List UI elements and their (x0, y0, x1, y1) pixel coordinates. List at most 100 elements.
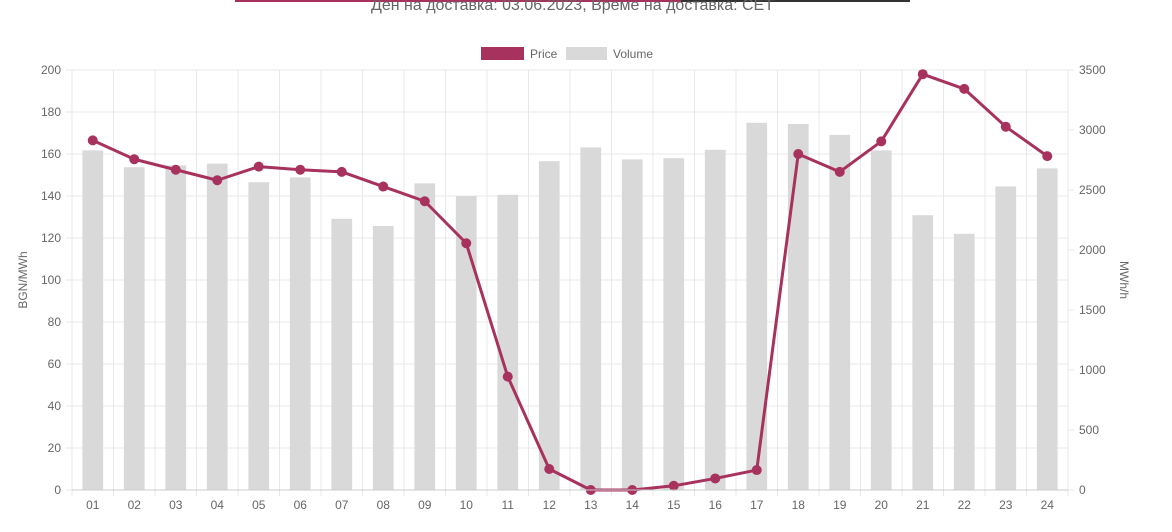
volume-bar (538, 161, 560, 490)
y-left-tick-label: 20 (48, 441, 62, 455)
price-point (295, 164, 306, 175)
volume-bar (621, 159, 643, 490)
price-point (253, 161, 264, 172)
y-left-tick-label: 200 (41, 63, 61, 77)
price-point (502, 371, 513, 382)
x-tick-label: 04 (211, 498, 225, 512)
volume-bar (870, 150, 892, 490)
y-left-axis-title: BGN/MWh (16, 251, 30, 308)
volume-bar (165, 165, 187, 490)
y-left-tick-label: 180 (41, 105, 61, 119)
x-tick-label: 09 (418, 498, 432, 512)
y-left-tick-label: 100 (41, 273, 61, 287)
x-tick-label: 22 (958, 498, 972, 512)
price-point (1000, 121, 1011, 132)
x-tick-label: 20 (875, 498, 889, 512)
x-tick-label: 21 (916, 498, 930, 512)
volume-bar (248, 182, 270, 490)
price-point (336, 166, 347, 177)
price-point (461, 238, 472, 249)
volume-bar (912, 215, 934, 490)
x-tick-label: 06 (294, 498, 308, 512)
y-left-tick-label: 120 (41, 231, 61, 245)
price-point (170, 164, 181, 175)
x-tick-label: 08 (377, 498, 391, 512)
y-right-tick-label: 500 (1079, 423, 1099, 437)
legend-swatch-volume (566, 47, 607, 60)
chart-subtitle: Ден на доставка: 03.06.2023, Време на до… (371, 0, 774, 14)
price-point (378, 181, 389, 192)
price-point (876, 136, 887, 147)
price-point (129, 154, 140, 165)
x-tick-label: 03 (169, 498, 183, 512)
price-point (544, 464, 555, 474)
y-left-tick-label: 160 (41, 147, 61, 161)
volume-bar (206, 163, 228, 490)
volume-bar (497, 194, 519, 491)
price-point (959, 83, 970, 94)
y-left-tick-label: 140 (41, 189, 61, 203)
volume-bar (663, 158, 685, 490)
legend-swatch-price (481, 47, 524, 60)
x-tick-label: 16 (709, 498, 723, 512)
volume-bar (704, 149, 726, 491)
volume-bar (331, 218, 353, 491)
volume-bar (82, 150, 104, 490)
price-point (419, 196, 430, 207)
price-line-path (92, 72, 1049, 492)
axes: 0204060801001201401601802000500100015002… (16, 63, 1131, 512)
x-tick-label: 17 (750, 498, 764, 512)
volume-bars (82, 122, 1058, 491)
x-tick-label: 10 (460, 498, 474, 512)
volume-bar (1036, 168, 1058, 490)
price-point (212, 175, 223, 186)
price-point (87, 135, 98, 146)
y-left-tick-label: 40 (48, 399, 62, 413)
volume-bar (289, 177, 311, 490)
price-line (87, 69, 1053, 495)
y-right-tick-label: 1000 (1079, 363, 1106, 377)
x-tick-label: 02 (128, 498, 142, 512)
price-point (751, 465, 762, 476)
price-point (793, 149, 804, 159)
legend-label-volume: Volume (613, 47, 653, 61)
volume-bar (953, 233, 975, 491)
volume-bar (580, 147, 602, 490)
price-point (1042, 151, 1053, 162)
y-right-tick-label: 3500 (1079, 63, 1106, 77)
y-right-axis-title: MWh/h (1117, 261, 1131, 299)
volume-bar (414, 183, 436, 490)
y-right-tick-label: 2500 (1079, 183, 1106, 197)
volume-bar (372, 226, 394, 490)
x-tick-label: 11 (502, 498, 515, 512)
x-tick-label: 01 (86, 498, 100, 512)
y-right-tick-label: 1500 (1079, 303, 1106, 317)
x-tick-label: 23 (999, 498, 1013, 512)
y-left-tick-label: 0 (54, 483, 61, 497)
x-tick-label: 13 (584, 498, 598, 512)
y-left-tick-label: 80 (48, 315, 62, 329)
y-right-tick-label: 3000 (1079, 123, 1106, 137)
y-left-tick-label: 60 (48, 357, 62, 371)
x-tick-label: 12 (543, 498, 557, 512)
x-tick-label: 05 (252, 498, 266, 512)
grid-lines (66, 69, 1074, 496)
price-point (834, 166, 845, 177)
price-point (917, 69, 928, 80)
volume-bar (746, 122, 768, 491)
x-tick-label: 19 (833, 498, 847, 512)
x-tick-label: 07 (335, 498, 349, 512)
y-right-tick-label: 0 (1079, 483, 1086, 497)
volume-bar (995, 186, 1017, 490)
y-right-tick-label: 2000 (1079, 243, 1106, 257)
price-point (710, 473, 721, 484)
x-tick-label: 24 (1041, 498, 1055, 512)
volume-bar (123, 167, 145, 490)
volume-bar (829, 134, 851, 491)
price-point (668, 480, 679, 491)
legend[interactable]: Price Volume (481, 47, 653, 61)
top-accent-bar (235, 0, 910, 2)
volume-bar (455, 196, 477, 490)
x-tick-label: 14 (626, 498, 640, 512)
